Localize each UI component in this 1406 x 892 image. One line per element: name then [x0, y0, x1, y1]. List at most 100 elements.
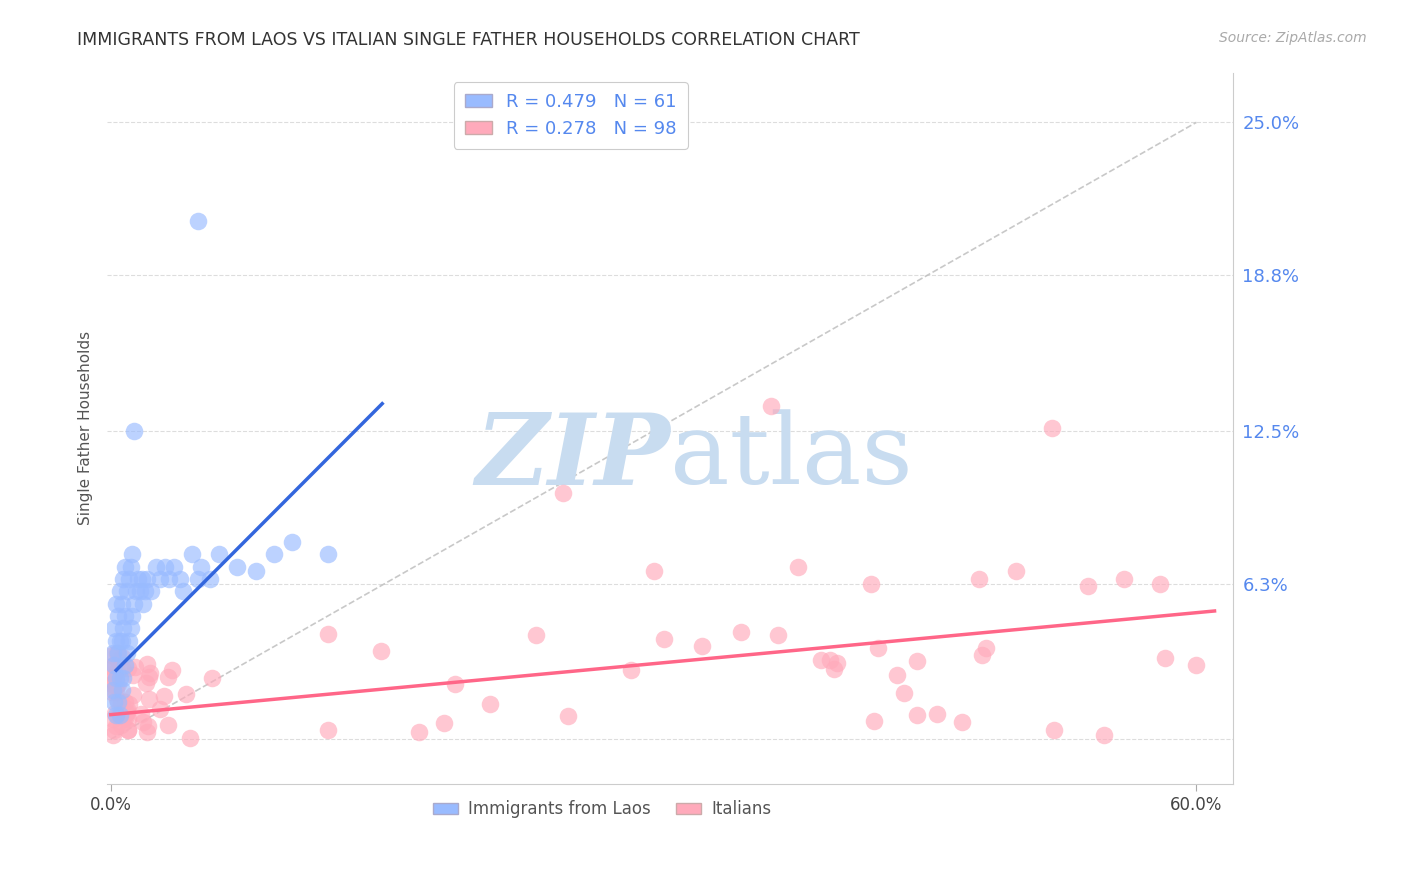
Point	[117, 723, 139, 738]
Point	[138, 691, 160, 706]
Point	[110, 718, 132, 732]
Point	[652, 632, 675, 647]
Point	[280, 534, 302, 549]
Text: IMMIGRANTS FROM LAOS VS ITALIAN SINGLE FATHER HOUSEHOLDS CORRELATION CHART: IMMIGRANTS FROM LAOS VS ITALIAN SINGLE F…	[77, 31, 860, 49]
Point	[444, 677, 467, 691]
Point	[114, 608, 136, 623]
Point	[120, 559, 142, 574]
Point	[105, 692, 128, 706]
Point	[1077, 579, 1099, 593]
Point	[181, 547, 204, 561]
Point	[952, 715, 974, 730]
Point	[153, 689, 176, 703]
Point	[925, 706, 948, 721]
Point	[103, 658, 125, 673]
Point	[478, 697, 501, 711]
Point	[145, 559, 167, 574]
Point	[128, 584, 150, 599]
Point	[893, 686, 915, 700]
Point	[859, 577, 882, 591]
Point	[103, 695, 125, 709]
Point	[1040, 421, 1063, 435]
Point	[129, 706, 152, 721]
Point	[905, 707, 928, 722]
Point	[112, 710, 135, 724]
Point	[187, 572, 209, 586]
Point	[131, 714, 153, 729]
Point	[761, 399, 783, 413]
Point	[553, 485, 575, 500]
Point	[135, 725, 157, 739]
Point	[101, 712, 124, 726]
Point	[100, 673, 122, 687]
Point	[101, 728, 124, 742]
Point	[136, 719, 159, 733]
Point	[118, 697, 141, 711]
Point	[157, 572, 180, 586]
Point	[101, 646, 124, 660]
Point	[122, 688, 145, 702]
Point	[174, 687, 197, 701]
Point	[107, 608, 129, 623]
Point	[643, 565, 665, 579]
Point	[226, 559, 249, 574]
Point	[408, 725, 430, 739]
Point	[104, 673, 127, 687]
Point	[433, 716, 456, 731]
Point	[108, 584, 131, 599]
Point	[115, 706, 138, 720]
Point	[111, 633, 134, 648]
Point	[825, 657, 848, 671]
Point	[105, 685, 128, 699]
Point	[108, 671, 131, 685]
Text: Source: ZipAtlas.com: Source: ZipAtlas.com	[1219, 31, 1367, 45]
Point	[138, 670, 160, 684]
Point	[100, 658, 122, 673]
Point	[1185, 658, 1208, 673]
Point	[823, 662, 845, 676]
Point	[810, 653, 832, 667]
Point	[104, 679, 127, 693]
Point	[134, 584, 156, 599]
Point	[115, 701, 138, 715]
Point	[139, 584, 162, 599]
Point	[969, 572, 991, 586]
Point	[118, 633, 141, 648]
Point	[107, 646, 129, 660]
Point	[112, 621, 135, 635]
Point	[124, 660, 146, 674]
Point	[101, 648, 124, 662]
Point	[245, 565, 267, 579]
Point	[103, 621, 125, 635]
Point	[153, 559, 176, 574]
Point	[620, 663, 643, 677]
Point	[972, 648, 994, 662]
Point	[179, 731, 201, 745]
Point	[117, 723, 139, 738]
Point	[208, 547, 231, 561]
Point	[557, 709, 579, 723]
Point	[101, 682, 124, 697]
Point	[136, 657, 159, 671]
Point	[117, 712, 139, 726]
Point	[115, 646, 138, 660]
Point	[131, 572, 153, 586]
Point	[127, 572, 149, 586]
Point	[866, 641, 889, 656]
Point	[863, 714, 886, 728]
Point	[107, 653, 129, 667]
Point	[117, 661, 139, 675]
Point	[121, 608, 143, 623]
Point	[105, 671, 128, 685]
Text: ZIP: ZIP	[475, 409, 669, 505]
Point	[157, 670, 180, 684]
Point	[149, 572, 172, 586]
Legend: Immigrants from Laos, Italians: Immigrants from Laos, Italians	[427, 794, 778, 825]
Point	[112, 572, 135, 586]
Point	[187, 214, 209, 228]
Point	[108, 633, 131, 648]
Point	[115, 584, 138, 599]
Point	[1092, 728, 1115, 742]
Point	[730, 625, 752, 640]
Point	[190, 559, 212, 574]
